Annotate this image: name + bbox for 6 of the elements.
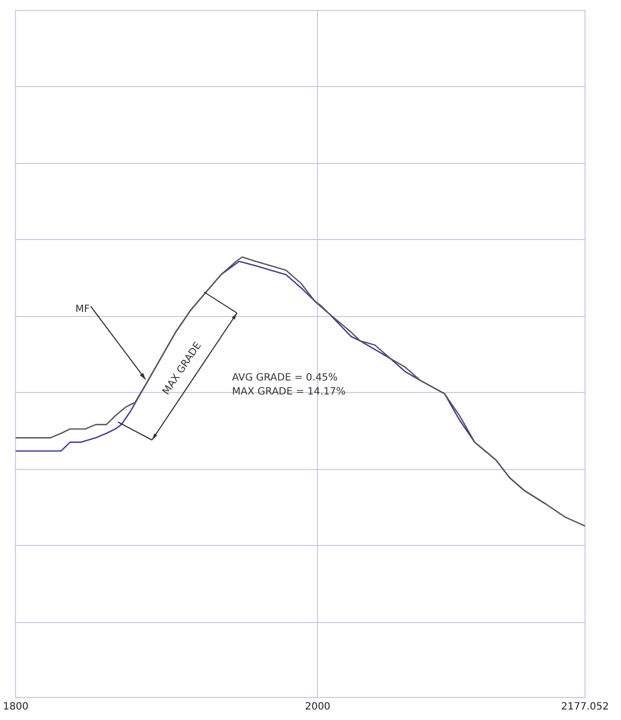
x-tick-label: 2177.052 <box>561 702 609 713</box>
annotation: MAX GRADE = 14.17% <box>232 386 346 398</box>
annotation: AVG GRADE = 0.45% <box>232 372 338 384</box>
x-tick-label: 2000 <box>304 702 330 713</box>
x-tick-label: 1800 <box>3 702 28 713</box>
annotation: MF <box>75 304 90 315</box>
